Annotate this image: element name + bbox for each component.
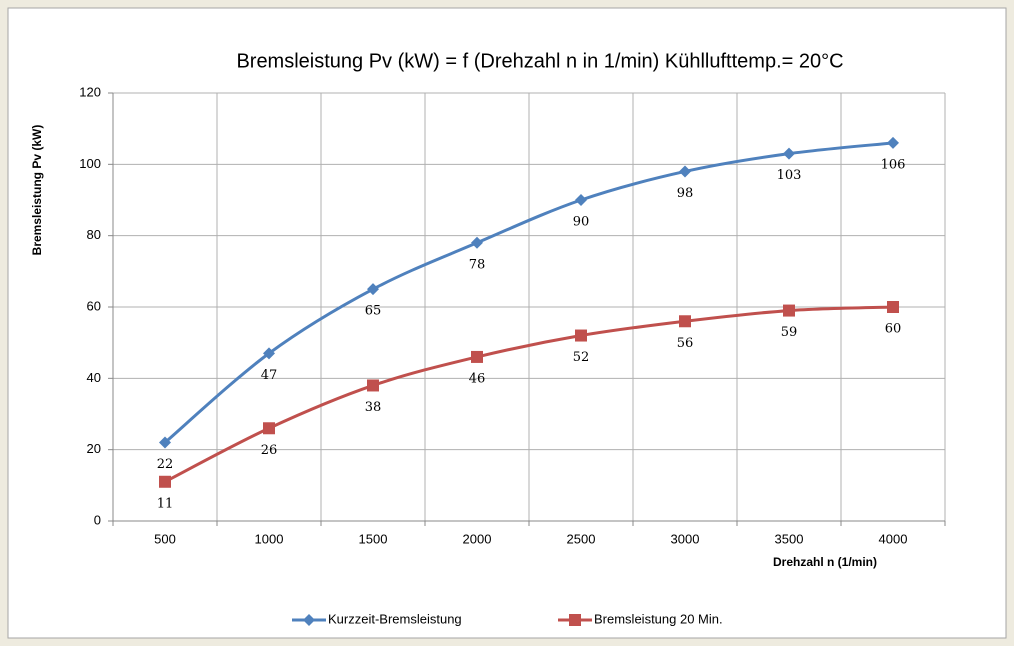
data-label: 103: [777, 168, 802, 183]
data-label: 65: [365, 304, 382, 319]
data-label: 106: [881, 157, 906, 172]
y-tick-label: 80: [87, 227, 101, 242]
data-label: 38: [365, 400, 382, 415]
point: [679, 315, 691, 328]
point: [367, 283, 379, 296]
point: [471, 350, 483, 363]
y-tick-label: 20: [87, 441, 101, 456]
point: [887, 136, 899, 149]
y-axis-label: Bremsleistung Pv (kW): [30, 125, 44, 256]
point: [159, 436, 171, 449]
legend-label: Bremsleistung 20 Min.: [594, 611, 723, 626]
x-tick-label: 1000: [255, 531, 284, 546]
y-tick-label: 120: [79, 84, 101, 99]
point: [575, 329, 587, 342]
point: [471, 236, 483, 249]
point: [783, 304, 795, 317]
chart-title: Bremsleistung Pv (kW) = f (Drehzahl n in…: [236, 50, 843, 72]
point: [783, 147, 795, 160]
data-label: 46: [469, 371, 486, 386]
data-label: 22: [157, 457, 174, 472]
point: [263, 347, 275, 360]
x-tick-label: 2500: [567, 531, 596, 546]
x-tick-label: 500: [154, 531, 176, 546]
series-line: [164, 141, 894, 444]
legend-label: Kurzzeit-Bremsleistung: [328, 611, 462, 626]
y-tick-label: 40: [87, 370, 101, 385]
data-label: 90: [573, 215, 590, 230]
point: [679, 165, 691, 178]
data-label: 52: [573, 350, 590, 365]
x-tick-label: 1500: [359, 531, 388, 546]
x-tick-label: 2000: [463, 531, 492, 546]
point: [263, 422, 275, 435]
data-label: 47: [261, 368, 278, 383]
data-label: 11: [157, 496, 174, 511]
data-label: 78: [469, 257, 486, 272]
y-tick-label: 0: [94, 512, 101, 527]
data-label: 59: [781, 325, 798, 340]
point: [367, 379, 379, 392]
data-label: 56: [677, 336, 694, 351]
point: [887, 301, 899, 313]
y-tick-label: 100: [79, 156, 101, 171]
chart-area: [7, 7, 1007, 639]
x-axis-label: Drehzahl n (1/min): [773, 555, 877, 569]
series-line: [164, 305, 894, 484]
data-label: 98: [677, 186, 694, 201]
legend-marker: [569, 614, 581, 626]
point: [575, 194, 587, 206]
legend-marker: [303, 614, 315, 626]
data-label: 60: [885, 322, 902, 337]
x-tick-label: 4000: [879, 531, 908, 546]
point: [159, 475, 171, 488]
x-tick-label: 3000: [671, 531, 700, 546]
data-label: 26: [261, 443, 278, 458]
x-tick-label: 3500: [775, 531, 804, 546]
y-tick-label: 60: [87, 298, 101, 313]
